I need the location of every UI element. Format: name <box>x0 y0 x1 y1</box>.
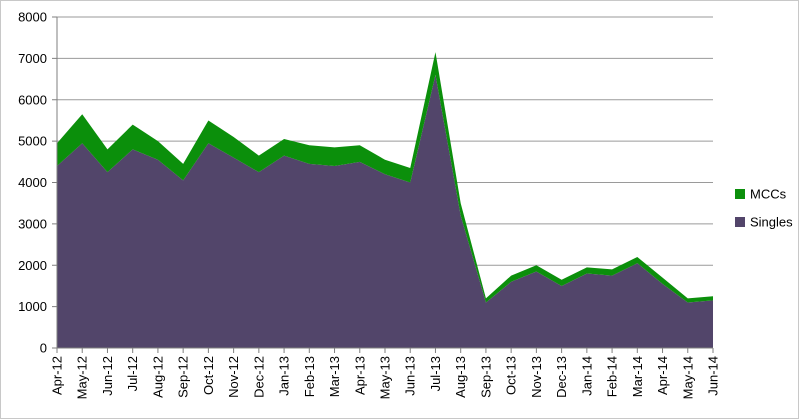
x-tick-label: Jun-14 <box>706 356 721 396</box>
x-tick-label: Nov-13 <box>529 356 544 398</box>
legend-label-mccs: MCCs <box>750 187 787 202</box>
area-singles <box>57 74 713 349</box>
y-tick-label: 0 <box>40 341 47 356</box>
area-series <box>57 52 713 349</box>
x-tick-label: Mar-13 <box>327 356 342 397</box>
x-tick-label: Aug-12 <box>150 356 165 398</box>
legend-label-singles: Singles <box>750 215 793 230</box>
legend-swatch-mccs <box>735 189 745 199</box>
x-tick-label: Jan-13 <box>277 356 292 396</box>
x-axis-tick-labels: Apr-12 May-12 Jun-12 Jul-12 Aug-12 Sep-12 Oct-… <box>50 356 721 399</box>
y-tick-label: 7000 <box>18 51 47 66</box>
x-tick-label: Oct-12 <box>201 356 216 395</box>
x-tick-label: Jan-14 <box>579 356 594 396</box>
x-tick-label: Feb-13 <box>302 356 317 397</box>
y-axis-tick-labels: 0 1000 2000 3000 4000 5000 6000 7000 8000 <box>18 10 47 356</box>
x-tick-label: Apr-13 <box>352 356 367 395</box>
x-tick-label: Oct-13 <box>504 356 519 395</box>
x-tick-label: Mar-14 <box>630 356 645 397</box>
y-tick-label: 2000 <box>18 258 47 273</box>
x-tick-label: Jul-12 <box>125 356 140 391</box>
y-tick-label: 3000 <box>18 216 47 231</box>
x-tick-label: May-14 <box>680 356 695 399</box>
x-tick-label: Apr-12 <box>50 356 65 395</box>
x-tick-label: Apr-14 <box>655 356 670 395</box>
x-tick-label: Sep-13 <box>478 356 493 398</box>
y-tick-label: 8000 <box>18 10 47 25</box>
y-tick-label: 5000 <box>18 134 47 149</box>
legend-swatch-singles <box>735 217 745 227</box>
y-tick-label: 4000 <box>18 175 47 190</box>
x-tick-label: May-12 <box>75 356 90 399</box>
x-tick-label: May-13 <box>378 356 393 399</box>
x-tick-label: Aug-13 <box>453 356 468 398</box>
x-tick-label: Nov-12 <box>226 356 241 398</box>
x-tick-label: Jun-13 <box>403 356 418 396</box>
x-tick-label: Sep-12 <box>176 356 191 398</box>
y-tick-label: 6000 <box>18 92 47 107</box>
legend: MCCs Singles <box>735 187 793 230</box>
axes <box>52 16 714 353</box>
x-tick-label: Dec-13 <box>554 356 569 398</box>
x-tick-label: Feb-14 <box>605 356 620 397</box>
y-tick-label: 1000 <box>18 299 47 314</box>
x-tick-label: Jun-12 <box>100 356 115 396</box>
x-tick-label: Jul-13 <box>428 356 443 391</box>
x-tick-label: Dec-12 <box>251 356 266 398</box>
